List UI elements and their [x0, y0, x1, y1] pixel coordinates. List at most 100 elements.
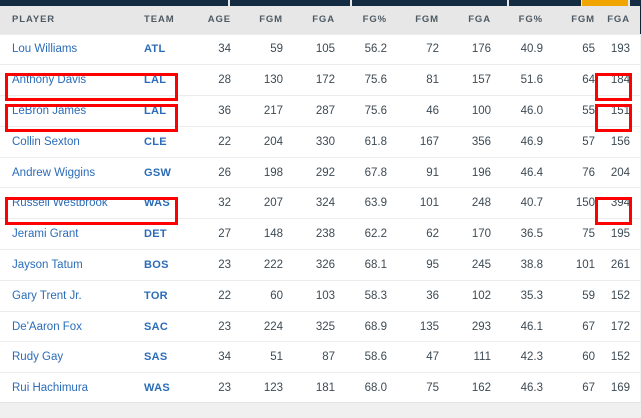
table-row[interactable]: Russell Westbrook WAS 32 207 324 63.9 101 248 40… [0, 187, 641, 220]
column-header-age[interactable]: AGE [194, 6, 241, 34]
cell-fgm2: 135 [397, 311, 449, 343]
cell-fga1: 105 [293, 33, 345, 66]
cell-fgp1: 67.8 [345, 157, 397, 189]
cell-fgp1: 61.8 [345, 126, 397, 158]
cell-fgp1: 75.6 [345, 95, 397, 127]
cell-fgp1: 58.6 [345, 341, 397, 374]
cell-fga2: 293 [449, 311, 501, 343]
cell-team[interactable]: ATL [132, 33, 194, 66]
cell-fgp2: 46.0 [501, 95, 553, 127]
table-row[interactable]: Anthony Davis LAL 28 130 172 75.6 81 157 51.6 64 1… [0, 64, 641, 97]
cell-fgp1: 68.1 [345, 249, 397, 281]
table-row[interactable]: De'Aaron Fox SAC 23 224 325 68.9 135 293 46.1 67 1… [0, 311, 641, 343]
cell-fgp2: 35.3 [501, 280, 553, 312]
cell-team[interactable]: TOR [132, 280, 194, 312]
column-header-fgp2[interactable]: FG% [501, 6, 553, 34]
cell-age: 23 [194, 249, 241, 281]
cell-team[interactable]: SAS [132, 341, 194, 374]
cell-player[interactable]: Collin Sexton [0, 126, 132, 158]
column-group-segment-2 [352, 0, 507, 6]
cell-fgm3: 150 [553, 187, 605, 220]
cell-fgp2: 36.5 [501, 218, 553, 251]
player-stats-table: PLAYERTEAMAGEFGMFGAFG%FGMFGAFG%FGMFGAFG%… [0, 6, 641, 405]
column-header-fga3[interactable]: FGA [605, 6, 640, 34]
cell-fga3: 152 [605, 341, 640, 374]
cell-player[interactable]: Jayson Tatum [0, 249, 132, 281]
cell-team[interactable]: BOS [132, 249, 194, 281]
cell-fga1: 325 [293, 311, 345, 343]
cell-fgm2: 167 [397, 126, 449, 158]
cell-fgm2: 72 [397, 33, 449, 66]
cell-fgp1: 68.9 [345, 311, 397, 343]
table-row[interactable]: Gary Trent Jr. TOR 22 60 103 58.3 36 102 35.3 59 1… [0, 280, 641, 312]
cell-fgp2: 46.9 [501, 126, 553, 158]
cell-player[interactable]: Lou Williams [0, 33, 132, 66]
cell-fgm1: 59 [241, 33, 293, 66]
cell-fga2: 196 [449, 157, 501, 189]
cell-player[interactable]: De'Aaron Fox [0, 311, 132, 343]
table-footer-strip [0, 402, 641, 418]
cell-team[interactable]: LAL [132, 64, 194, 97]
column-header-team[interactable]: TEAM [132, 6, 194, 34]
cell-fgp2: 40.7 [501, 187, 553, 220]
column-header-fgm1[interactable]: FGM [241, 6, 293, 34]
cell-fga3: 193 [605, 33, 640, 66]
cell-player[interactable]: Gary Trent Jr. [0, 280, 132, 312]
cell-team[interactable]: CLE [132, 126, 194, 158]
cell-player[interactable]: Anthony Davis [0, 64, 132, 97]
cell-fgm1: 51 [241, 341, 293, 374]
cell-team[interactable]: WAS [132, 372, 194, 405]
cell-player[interactable]: Russell Westbrook [0, 187, 132, 220]
cell-team[interactable]: GSW [132, 157, 194, 189]
cell-fga1: 292 [293, 157, 345, 189]
column-group-segment-3 [509, 0, 581, 6]
cell-team[interactable]: WAS [132, 187, 194, 220]
cell-team[interactable]: SAC [132, 311, 194, 343]
cell-fgm1: 60 [241, 280, 293, 312]
cell-fgm1: 222 [241, 249, 293, 281]
cell-player[interactable]: Rui Hachimura [0, 372, 132, 405]
cell-fga3: 394 [605, 187, 640, 220]
column-header-player[interactable]: PLAYER [0, 6, 132, 34]
cell-fga1: 330 [293, 126, 345, 158]
table-row[interactable]: Collin Sexton CLE 22 204 330 61.8 167 356 46.9 57… [0, 126, 641, 158]
cell-fgm3: 67 [553, 372, 605, 405]
table-row[interactable]: Andrew Wiggins GSW 26 198 292 67.8 91 196 46.4 76… [0, 157, 641, 189]
cell-fgp2: 38.8 [501, 249, 553, 281]
cell-fga3: 156 [605, 126, 640, 158]
cell-fgm2: 47 [397, 341, 449, 374]
cell-fga2: 102 [449, 280, 501, 312]
table-row[interactable]: Jerami Grant DET 27 148 238 62.2 62 170 36.5 75 19… [0, 218, 641, 251]
cell-player[interactable]: Jerami Grant [0, 218, 132, 251]
column-header-fga2[interactable]: FGA [449, 6, 501, 34]
table-row[interactable]: Jayson Tatum BOS 23 222 326 68.1 95 245 38.8 101 2… [0, 249, 641, 281]
cell-fgm1: 148 [241, 218, 293, 251]
cell-age: 26 [194, 157, 241, 189]
cell-fgm3: 59 [553, 280, 605, 312]
table-body: Lou Williams ATL 34 59 105 56.2 72 176 40.9 65 193… [0, 33, 641, 405]
column-header-fgp1[interactable]: FG% [345, 6, 397, 34]
table-row[interactable]: Rui Hachimura WAS 23 123 181 68.0 75 162 46.3 67 1… [0, 372, 641, 405]
table-row[interactable]: Lou Williams ATL 34 59 105 56.2 72 176 40.9 65 193… [0, 33, 641, 66]
column-group-segment-1 [230, 0, 350, 6]
cell-player[interactable]: Rudy Gay [0, 341, 132, 374]
column-header-fga1[interactable]: FGA [293, 6, 345, 34]
column-header-fgm2[interactable]: FGM [397, 6, 449, 34]
cell-age: 34 [194, 341, 241, 374]
cell-fgm3: 76 [553, 157, 605, 189]
cell-fgm3: 65 [553, 33, 605, 66]
column-header-fgm3[interactable]: FGM [553, 6, 605, 34]
cell-fga1: 87 [293, 341, 345, 374]
cell-fgm1: 123 [241, 372, 293, 405]
cell-team[interactable]: LAL [132, 95, 194, 127]
table-row[interactable]: LeBron James LAL 36 217 287 75.6 46 100 46.0 55 15… [0, 95, 641, 127]
cell-player[interactable]: Andrew Wiggins [0, 157, 132, 189]
cell-team[interactable]: DET [132, 218, 194, 251]
cell-fgm1: 198 [241, 157, 293, 189]
cell-player[interactable]: LeBron James [0, 95, 132, 127]
cell-fga3: 169 [605, 372, 640, 405]
